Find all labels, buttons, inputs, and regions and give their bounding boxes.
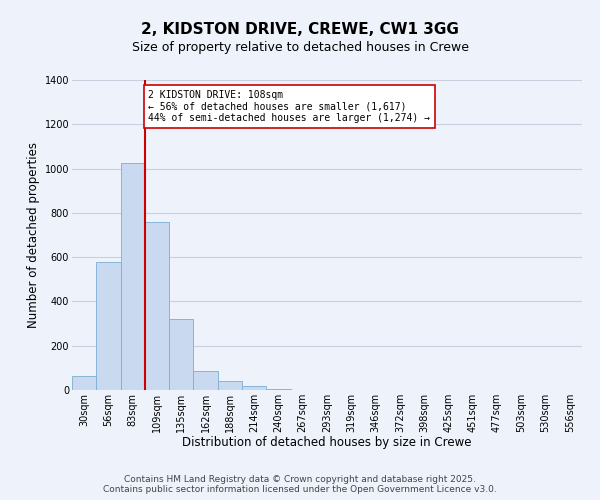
Bar — [72, 376, 96, 390]
Y-axis label: Number of detached properties: Number of detached properties — [28, 142, 40, 328]
Bar — [218, 381, 242, 390]
X-axis label: Distribution of detached houses by size in Crewe: Distribution of detached houses by size … — [182, 436, 472, 450]
Text: Contains HM Land Registry data © Crown copyright and database right 2025.
Contai: Contains HM Land Registry data © Crown c… — [103, 474, 497, 494]
Text: 2 KIDSTON DRIVE: 108sqm
← 56% of detached houses are smaller (1,617)
44% of semi: 2 KIDSTON DRIVE: 108sqm ← 56% of detache… — [149, 90, 431, 123]
Bar — [96, 262, 121, 390]
Bar — [121, 163, 145, 390]
Bar — [242, 386, 266, 390]
Bar — [145, 222, 169, 390]
Text: 2, KIDSTON DRIVE, CREWE, CW1 3GG: 2, KIDSTON DRIVE, CREWE, CW1 3GG — [141, 22, 459, 38]
Text: Size of property relative to detached houses in Crewe: Size of property relative to detached ho… — [131, 41, 469, 54]
Bar — [266, 389, 290, 390]
Bar — [169, 319, 193, 390]
Bar — [193, 370, 218, 390]
